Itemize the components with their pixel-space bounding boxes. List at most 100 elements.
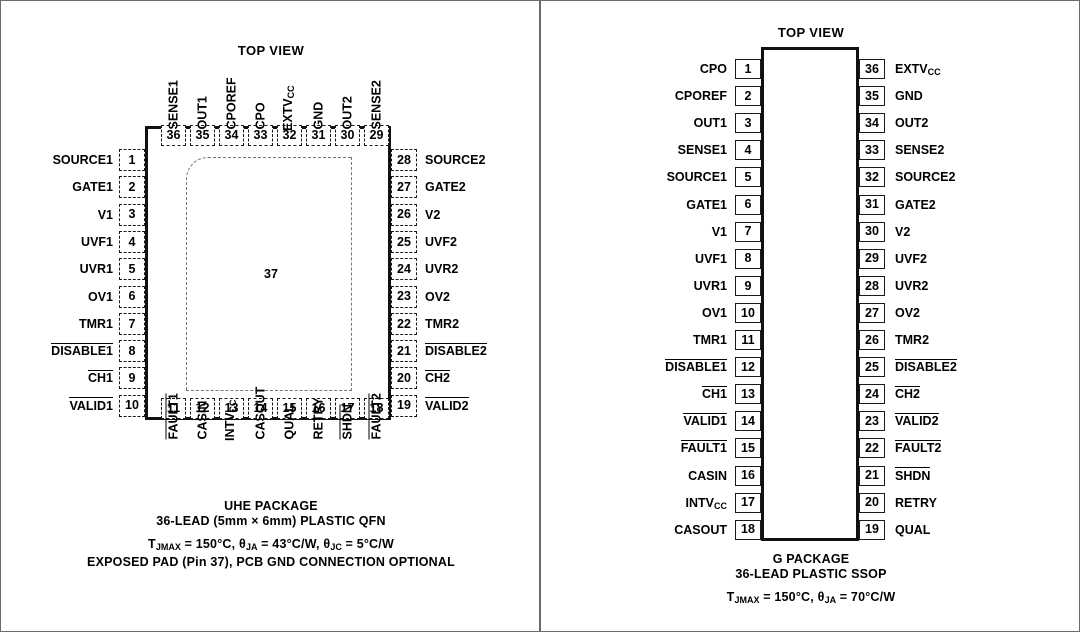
qfn-pin-15-box: 15 xyxy=(277,398,302,419)
qfn-pin-31-label: GND xyxy=(311,101,325,130)
qfn-pin-33-box: 33 xyxy=(248,125,273,146)
qfn-pin-19-box: 19 xyxy=(391,394,417,417)
ssop-pin-17-label: INTVCC xyxy=(685,495,727,511)
qfn-pin-11-label: FAULT1 xyxy=(166,393,180,440)
ssop-pin-15-label: FAULT1 xyxy=(680,439,728,456)
qfn-package-body: 37 xyxy=(145,126,391,420)
qfn-pin-28-label: SOURCE2 xyxy=(425,153,486,167)
qfn-pin-10-box: 10 xyxy=(119,394,145,417)
ssop-pin-21-box: 21 xyxy=(859,465,885,486)
ssop-pin-28-label: UVR2 xyxy=(895,278,929,293)
ssop-pin-14-box: 14 xyxy=(735,411,761,432)
ssop-pin-16-box: 16 xyxy=(735,465,761,486)
ssop-pin-13-label: CH1 xyxy=(701,385,728,402)
ssop-pin-32-label: SOURCE2 xyxy=(895,170,956,185)
ssop-pin-17-box: 17 xyxy=(735,492,761,513)
ssop-pin-34-box: 34 xyxy=(859,113,885,134)
qfn-pin-8-label: DISABLE1 xyxy=(51,342,113,359)
ssop-pin-22-box: 22 xyxy=(859,438,885,459)
ssop-pin-32-box: 32 xyxy=(859,167,885,188)
qfn-pin-35-label: OUT1 xyxy=(195,96,209,130)
qfn-pin-5-box: 5 xyxy=(119,258,145,281)
qfn-pin-34-box: 34 xyxy=(219,125,244,146)
qfn-pin-18-label: FAULT2 xyxy=(369,393,383,440)
qfn-pin-12-label: CASIN xyxy=(195,400,209,440)
ssop-pin-16-label: CASIN xyxy=(688,468,727,483)
ssop-pin-9-label: UVR1 xyxy=(693,278,727,293)
ssop-pin-1-label: CPO xyxy=(699,62,727,76)
qfn-pin-23-label: OV2 xyxy=(425,289,451,304)
right-package-name: G PACKAGE xyxy=(772,552,850,566)
ssop-pin-26-label: TMR2 xyxy=(895,333,930,347)
ssop-pin-33-box: 33 xyxy=(859,140,885,161)
qfn-pin-36-box: 36 xyxy=(161,125,186,146)
ssop-pin-25-box: 25 xyxy=(859,357,885,378)
right-package-lead-count: 36-LEAD PLASTIC SSOP xyxy=(735,567,887,581)
ssop-pin-2-box: 2 xyxy=(735,86,761,107)
ssop-pin-18-label: CASOUT xyxy=(674,522,727,537)
ssop-pin-6-label: GATE1 xyxy=(686,197,727,212)
qfn-pin-14-box: 14 xyxy=(248,398,273,419)
qfn-exposed-pad xyxy=(186,157,352,391)
qfn-pin-24-box: 24 xyxy=(391,258,417,281)
qfn-pin-28-box: 28 xyxy=(391,149,417,171)
ssop-package-body xyxy=(761,47,859,541)
ssop-pin-20-box: 20 xyxy=(859,492,885,513)
qfn-pin-6-label: OV1 xyxy=(87,289,113,304)
qfn-pin-16-box: 16 xyxy=(306,398,331,419)
qfn-pin-7-label: TMR1 xyxy=(78,316,113,331)
ssop-pin-18-box: 18 xyxy=(735,519,761,540)
right-package-caption: G PACKAGE 36-LEAD PLASTIC SSOP TJMAX = 1… xyxy=(541,552,1080,608)
ssop-pin-24-label: CH2 xyxy=(895,385,921,402)
qfn-pin-24-label: UVR2 xyxy=(425,262,459,277)
ssop-pin-14-label: VALID1 xyxy=(683,412,727,429)
ssop-pin-34-label: OUT2 xyxy=(895,116,929,131)
qfn-pin-2-box: 2 xyxy=(119,176,145,199)
qfn-pin-29-label: SENSE2 xyxy=(369,80,383,130)
ssop-pin-27-box: 27 xyxy=(859,302,885,323)
qfn-pin-6-box: 6 xyxy=(119,285,145,308)
ssop-pin-27-label: OV2 xyxy=(895,305,921,320)
left-package-name: UHE PACKAGE xyxy=(224,499,318,513)
qfn-pin-20-box: 20 xyxy=(391,367,417,390)
left-package-thermal: TJMAX = 150°C, θJA = 43°C/W, θJC = 5°C/W xyxy=(148,537,394,552)
ssop-pin-1-box: 1 xyxy=(735,59,761,79)
qfn-pin-23-box: 23 xyxy=(391,285,417,308)
qfn-pin-34-label: CPOREF xyxy=(224,77,238,130)
qfn-pin-20-label: CH2 xyxy=(425,369,451,386)
ssop-pin-7-label: V1 xyxy=(711,224,727,239)
qfn-pin-32-box: 32 xyxy=(277,125,302,146)
qfn-pin-9-box: 9 xyxy=(119,367,145,390)
ssop-pin-7-box: 7 xyxy=(735,221,761,242)
qfn-pin-30-label: OUT2 xyxy=(340,96,354,130)
ssop-pin-22-label: FAULT2 xyxy=(895,439,942,456)
qfn-pin-25-box: 25 xyxy=(391,230,417,253)
qfn-pin-9-label: CH1 xyxy=(87,369,114,386)
qfn-pin-2-label: GATE1 xyxy=(72,180,113,195)
ssop-pin-36-box: 36 xyxy=(859,59,885,79)
left-package-exposed-pad-note: EXPOSED PAD (Pin 37), PCB GND CONNECTION… xyxy=(87,555,455,569)
ssop-pin-30-label: V2 xyxy=(895,224,911,239)
ssop-pin-29-box: 29 xyxy=(859,248,885,269)
qfn-pin-16-label: RETRY xyxy=(311,397,325,440)
qfn-pin-26-label: V2 xyxy=(425,207,441,222)
ssop-pin-30-box: 30 xyxy=(859,221,885,242)
qfn-pin-22-label: TMR2 xyxy=(425,316,460,331)
qfn-pin-35-box: 35 xyxy=(190,125,215,146)
qfn-pin-21-label: DISABLE2 xyxy=(425,342,487,359)
ssop-pin-3-box: 3 xyxy=(735,113,761,134)
ssop-pin-33-label: SENSE2 xyxy=(895,143,945,158)
left-package-lead-count: 36-LEAD (5mm × 6mm) PLASTIC QFN xyxy=(156,514,386,528)
ssop-pin-5-box: 5 xyxy=(735,167,761,188)
qfn-pin-13-box: 13 xyxy=(219,398,244,419)
qfn-pin-14-label: CASOUT xyxy=(253,386,267,440)
qfn-pin-27-label: GATE2 xyxy=(425,180,466,195)
qfn-pin-36-label: SENSE1 xyxy=(166,80,180,130)
ssop-pin-20-label: RETRY xyxy=(895,495,937,510)
ssop-pin-35-label: GND xyxy=(895,89,923,104)
ssop-pin-21-label: SHDN xyxy=(895,467,931,483)
qfn-pin-19-label: VALID2 xyxy=(425,397,469,413)
ssop-pin-13-box: 13 xyxy=(735,384,761,405)
ssop-pin-4-box: 4 xyxy=(735,140,761,161)
